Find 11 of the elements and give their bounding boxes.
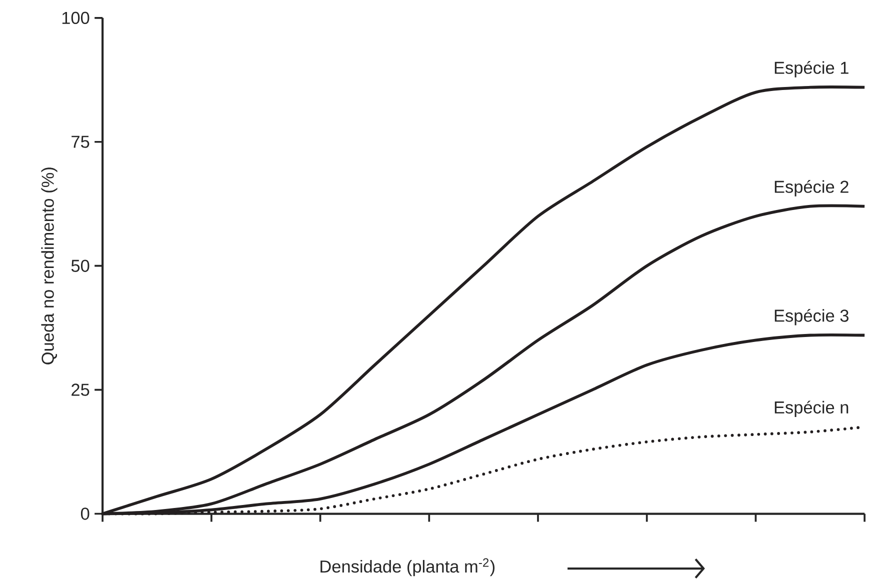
y-tick-label: 100 xyxy=(62,12,90,24)
y-tick-label: 0 xyxy=(80,507,90,520)
y-tick-label: 75 xyxy=(72,136,90,148)
y-axis-title: Queda no rendimento (%) xyxy=(41,167,58,364)
series-label: Espécie n xyxy=(774,400,848,417)
y-tick-label: 25 xyxy=(72,383,90,396)
series-label: Espécie 1 xyxy=(774,60,848,78)
y-tick-label: 50 xyxy=(71,260,90,272)
series-label: Espécie 3 xyxy=(774,308,848,326)
series-label: Espécie 2 xyxy=(774,180,848,196)
x-axis-title: Densidade (planta m$^{-2}$) xyxy=(320,558,494,576)
